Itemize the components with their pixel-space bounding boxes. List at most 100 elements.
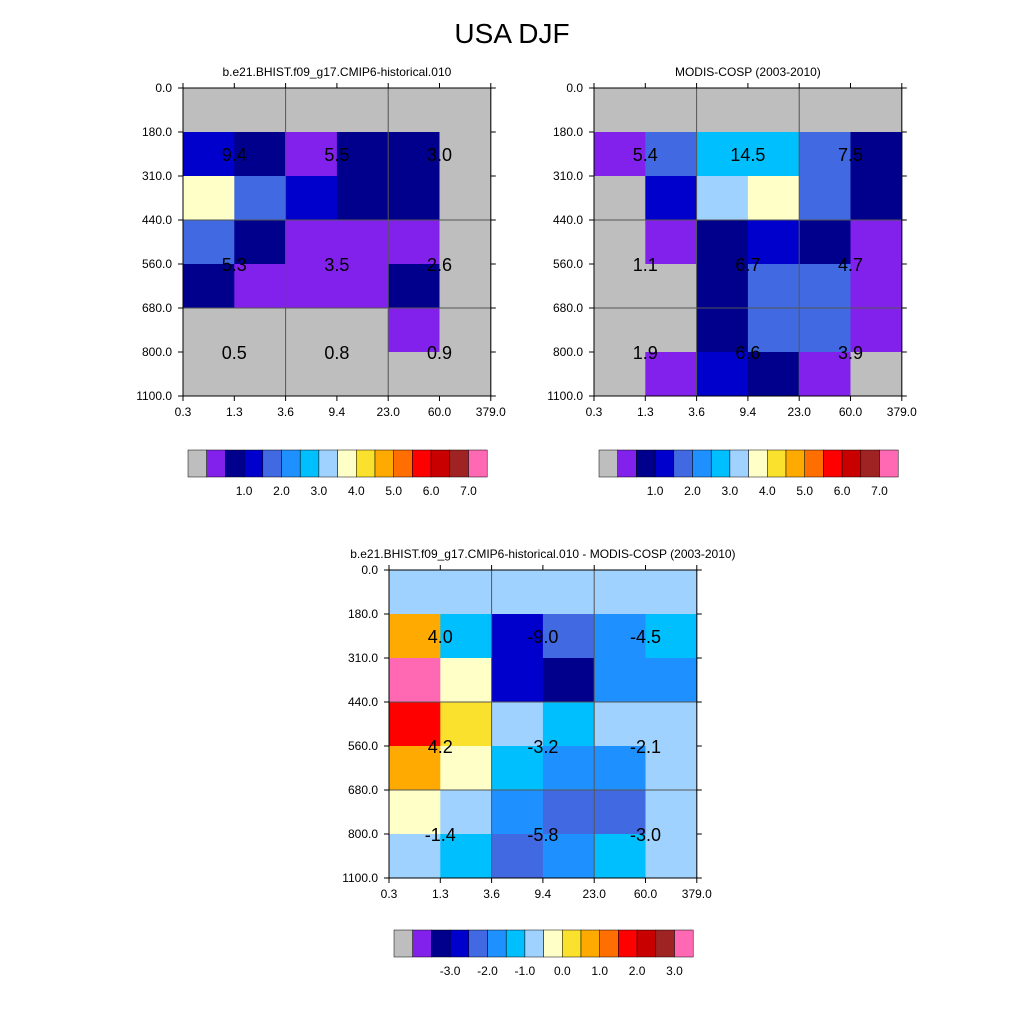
- x-tick-label: 1.3: [432, 887, 449, 901]
- colorbar-label: -3.0: [440, 964, 461, 978]
- heatmap-cell: [542, 614, 595, 659]
- heatmap-cell: [389, 658, 441, 703]
- heatmap-cell: [439, 352, 492, 397]
- heatmap-cell: [439, 88, 492, 133]
- heatmap-cell: [696, 132, 749, 177]
- heatmap-cell: [850, 176, 903, 221]
- y-tick-label: 0.0: [155, 81, 172, 95]
- heatmap-cell: [389, 746, 441, 791]
- heatmap-cell: [285, 352, 338, 397]
- heatmap-cell: [440, 614, 493, 659]
- heatmap-cell: [645, 746, 698, 791]
- x-tick-label: 23.0: [788, 405, 812, 419]
- heatmap-cell: [594, 264, 646, 309]
- heatmap-cell: [439, 220, 492, 265]
- heatmap-cell: [645, 308, 698, 353]
- colorbar-swatch: [431, 929, 451, 958]
- colorbar-label: 1.0: [236, 484, 253, 498]
- heatmap-cell: [440, 702, 493, 747]
- colorbar-swatch: [318, 449, 338, 478]
- box-value-label: 3.5: [324, 255, 349, 275]
- colorbar-swatch: [468, 929, 488, 958]
- heatmap-cell: [799, 220, 851, 265]
- heatmap-cell: [183, 352, 235, 397]
- heatmap-cell: [542, 658, 595, 703]
- heatmap-cell: [696, 220, 749, 265]
- colorbar-swatch: [636, 449, 656, 478]
- box-value-label: 0.8: [324, 343, 349, 363]
- x-tick-label: 1.3: [637, 405, 654, 419]
- heatmap-cell: [183, 308, 235, 353]
- colorbar-swatch: [243, 449, 264, 478]
- heatmap-cell: [594, 88, 646, 133]
- box-value-label: 4.2: [428, 737, 453, 757]
- heatmap-cell: [491, 746, 544, 791]
- box-value-label: 6.6: [735, 343, 760, 363]
- heatmap-cell: [850, 352, 903, 397]
- colorbar-swatch: [692, 449, 712, 478]
- heatmap-cell: [388, 88, 440, 133]
- colorbar-label: 1.0: [647, 484, 664, 498]
- heatmap-cell: [285, 132, 338, 177]
- heatmap-cell: [234, 176, 287, 221]
- colorbar-swatch: [393, 449, 413, 478]
- colorbar-swatch: [879, 449, 899, 478]
- heatmap-cell: [183, 264, 235, 309]
- heatmap-cell: [491, 614, 544, 659]
- colorbar-swatch: [823, 449, 843, 478]
- colorbar-swatch: [505, 929, 526, 958]
- colorbar-swatch: [262, 449, 282, 478]
- colorbar-label: -1.0: [515, 964, 536, 978]
- colorbar-label: 5.0: [385, 484, 402, 498]
- box-value-label: -5.8: [527, 825, 558, 845]
- y-tick-label: 560.0: [348, 739, 378, 753]
- heatmap-cell: [850, 308, 903, 353]
- x-tick-label: 0.3: [381, 887, 398, 901]
- heatmap-cell: [645, 834, 698, 879]
- box-value-label: 0.5: [222, 343, 247, 363]
- heatmap-cell: [747, 88, 800, 133]
- heatmap-cell: [336, 88, 389, 133]
- heatmap-cell: [491, 658, 544, 703]
- heatmap-cell: [594, 702, 646, 747]
- x-tick-label: 60.0: [634, 887, 658, 901]
- colorbar-swatch: [710, 449, 731, 478]
- colorbar-swatch: [225, 449, 245, 478]
- colorbar-label: 3.0: [666, 964, 683, 978]
- heatmap-cell: [850, 88, 903, 133]
- colorbar-swatch: [337, 449, 357, 478]
- heatmap-cell: [594, 790, 646, 835]
- heatmap-cell: [696, 308, 749, 353]
- colorbar-label: 6.0: [834, 484, 851, 498]
- heatmap-cell: [234, 132, 287, 177]
- heatmap-cell: [388, 176, 440, 221]
- colorbar-swatch: [187, 449, 207, 478]
- heatmap-cell: [645, 702, 698, 747]
- y-tick-label: 680.0: [553, 301, 583, 315]
- colorbar-swatch: [524, 929, 544, 958]
- y-tick-label: 800.0: [142, 345, 172, 359]
- x-tick-label: 379.0: [476, 405, 506, 419]
- colorbar-swatch: [674, 929, 694, 958]
- colorbar-swatch: [543, 929, 563, 958]
- colorbar-swatch: [580, 929, 600, 958]
- colorbar-swatch: [785, 449, 805, 478]
- heatmap-cell: [439, 308, 492, 353]
- x-tick-label: 60.0: [428, 405, 452, 419]
- colorbar-swatch: [430, 449, 451, 478]
- y-tick-label: 310.0: [142, 169, 172, 183]
- heatmap-cell: [850, 264, 903, 309]
- heatmap-cell: [850, 132, 903, 177]
- heatmap-cell: [594, 614, 646, 659]
- y-tick-label: 1100.0: [136, 389, 172, 403]
- heatmap-cell: [747, 132, 800, 177]
- heatmap-cell: [542, 834, 595, 879]
- heatmap-cell: [799, 176, 851, 221]
- heatmap-cell: [183, 176, 235, 221]
- y-tick-label: 440.0: [553, 213, 583, 227]
- colorbar-swatch: [804, 449, 824, 478]
- heatmap-cell: [336, 308, 389, 353]
- heatmap-cell: [696, 264, 749, 309]
- heatmap-cell: [799, 132, 851, 177]
- heatmap-cell: [799, 88, 851, 133]
